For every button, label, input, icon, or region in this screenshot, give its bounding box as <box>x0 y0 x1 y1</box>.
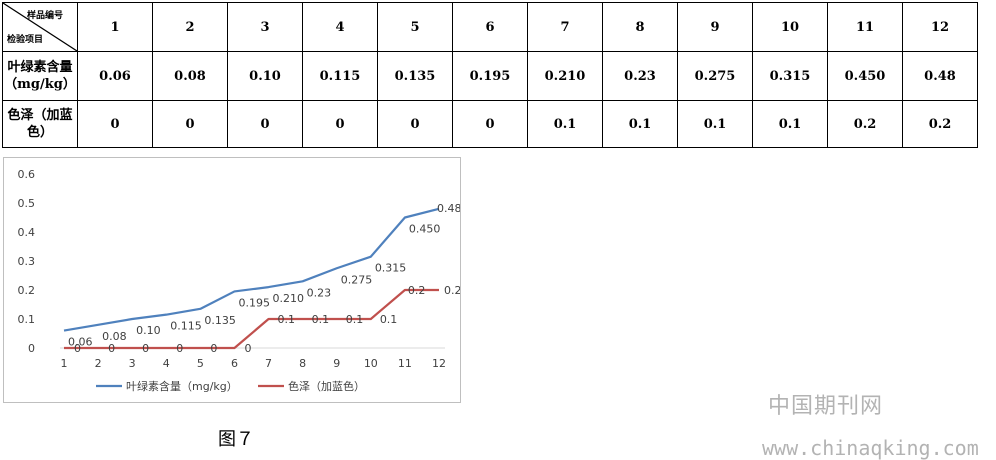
x-tick-label: 9 <box>333 357 340 370</box>
x-tick-label: 1 <box>61 357 68 370</box>
sample-number: 6 <box>452 2 528 52</box>
data-label: 0.195 <box>238 296 269 309</box>
table-cell: 0 <box>227 100 303 148</box>
header-test-item: 检验项目 <box>7 35 44 45</box>
sample-number: 8 <box>602 2 678 52</box>
legend-label-color: 色泽（加蓝色） <box>288 379 365 393</box>
legend-label-chlorophyll: 叶绿素含量（mg/kg） <box>126 379 238 393</box>
table-cell: 0 <box>152 100 228 148</box>
sample-number: 11 <box>827 2 903 52</box>
table-row-chlorophyll: 叶绿素含量 （mg/kg） 0.06 0.08 0.10 0.115 0.135… <box>2 51 978 101</box>
table-cell: 0.23 <box>602 51 678 101</box>
sample-number: 4 <box>302 2 378 52</box>
sample-number: 1 <box>77 2 153 52</box>
data-label: 0.2 <box>408 284 426 297</box>
data-label: 0.1 <box>346 313 364 326</box>
table-cell: 0.2 <box>827 100 903 148</box>
table-cell: 0.2 <box>902 100 978 148</box>
sample-number: 5 <box>377 2 453 52</box>
table-cell: 0.06 <box>77 51 153 101</box>
sample-number: 9 <box>677 2 753 52</box>
y-tick-label: 0.6 <box>18 168 36 181</box>
y-tick-label: 0.3 <box>18 255 36 268</box>
table-cell: 0.1 <box>527 100 603 148</box>
table-cell: 0.08 <box>152 51 228 101</box>
chart-frame: 0 0.1 0.2 0.3 0.4 0.5 0.6 1 2 3 4 5 6 7 8 9 10 11 12 0.06 0.… <box>3 157 461 403</box>
chlorophyll-series-line <box>63 207 440 332</box>
corner-diagonal <box>3 3 77 51</box>
y-tick-label: 0.1 <box>18 313 36 326</box>
color-series-line <box>64 288 439 350</box>
table-cell: 0.195 <box>452 51 528 101</box>
y-tick-label: 0.4 <box>18 226 36 239</box>
table-cell: 0 <box>77 100 153 148</box>
table-header-row: 样品编号 检验项目 1 2 3 4 5 6 7 8 9 10 11 12 <box>2 2 978 52</box>
data-label: 0 <box>210 342 217 355</box>
sample-number: 2 <box>152 2 228 52</box>
x-tick-label: 10 <box>364 357 378 370</box>
data-label: 0 <box>244 342 251 355</box>
corner-cell: 样品编号 检验项目 <box>2 2 78 52</box>
sample-number: 12 <box>902 2 978 52</box>
table-cell: 0.275 <box>677 51 753 101</box>
x-tick-label: 4 <box>163 357 170 370</box>
figure-caption: 图７ <box>218 429 254 450</box>
sample-number: 7 <box>527 2 603 52</box>
table-row-color: 色泽（加蓝色） 0 0 0 0 0 0 0.1 0.1 0.1 0.1 0.2 … <box>2 100 978 148</box>
data-label: 0.1 <box>278 313 296 326</box>
sample-number: 10 <box>752 2 828 52</box>
data-label: 0.06 <box>68 336 93 349</box>
data-label: 0 <box>74 342 81 355</box>
table-cell: 0.10 <box>227 51 303 101</box>
table-cell: 0.135 <box>377 51 453 101</box>
x-tick-label: 11 <box>398 357 412 370</box>
x-tick-label: 3 <box>129 357 136 370</box>
row-label-color: 色泽（加蓝色） <box>2 100 78 148</box>
header-sample-no: 样品编号 <box>26 11 63 21</box>
y-tick-label: 0 <box>28 342 35 355</box>
data-label: 0.2 <box>444 284 460 297</box>
table-cell: 0.210 <box>527 51 603 101</box>
x-tick-label: 5 <box>197 357 204 370</box>
x-tick-label: 6 <box>231 357 238 370</box>
data-label: 0 <box>142 342 149 355</box>
data-label: 0.275 <box>341 273 373 286</box>
x-tick-label: 2 <box>95 357 102 370</box>
data-label: 0.23 <box>307 286 332 299</box>
data-label: 0.210 <box>273 292 305 305</box>
table-cell: 0.1 <box>752 100 828 148</box>
table-cell: 0.48 <box>902 51 978 101</box>
table-cell: 0 <box>377 100 453 148</box>
y-tick-label: 0.2 <box>18 284 36 297</box>
line-chart: 00.10.20.30.40.50.61 2 3 4 5 6 7 8 9 10 11 120.06 0.… <box>18 168 461 393</box>
table-cell: 0 <box>452 100 528 148</box>
row-label-chlorophyll: 叶绿素含量 （mg/kg） <box>2 51 78 101</box>
data-label: 0 <box>108 342 115 355</box>
watermark-text: 中国期刊网 <box>768 394 884 419</box>
table-cell: 0.1 <box>602 100 678 148</box>
table-cell: 0.315 <box>752 51 828 101</box>
data-label: 0.315 <box>375 262 407 275</box>
data-table: 样品编号 检验项目 1 2 3 4 5 6 7 8 9 10 11 12 叶绿素… <box>2 2 978 148</box>
data-label: 0.450 <box>409 223 441 236</box>
data-label: 0.48 <box>437 202 460 215</box>
table-cell: 0.1 <box>677 100 753 148</box>
table-cell: 0 <box>302 100 378 148</box>
table-cell: 0.115 <box>302 51 378 101</box>
data-label: 0.135 <box>204 314 236 327</box>
x-tick-label: 8 <box>299 357 306 370</box>
data-label: 0.1 <box>380 313 398 326</box>
data-label: 0.10 <box>136 324 161 337</box>
sample-number: 3 <box>227 2 303 52</box>
data-label: 0.115 <box>170 320 202 333</box>
data-label: 0.08 <box>102 330 127 343</box>
y-tick-label: 0.5 <box>18 197 36 210</box>
data-label: 0 <box>176 342 183 355</box>
x-tick-label: 12 <box>432 357 446 370</box>
x-tick-label: 7 <box>265 357 272 370</box>
table-cell: 0.450 <box>827 51 903 101</box>
watermark-url: www.chinaqking.com <box>762 436 979 460</box>
data-label: 0.1 <box>312 313 330 326</box>
